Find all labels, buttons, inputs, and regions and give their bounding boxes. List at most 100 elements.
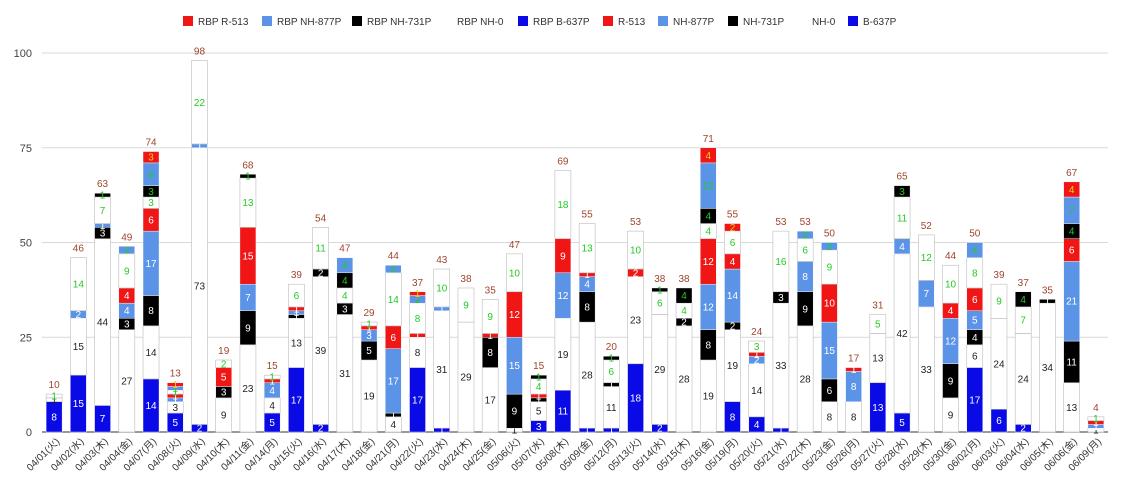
segment-label: 9 xyxy=(560,251,566,262)
segment-label: 31 xyxy=(339,369,351,380)
segment-label: 13 xyxy=(1066,403,1078,414)
segment-label: 16 xyxy=(775,257,787,268)
segment-label: 3 xyxy=(342,304,348,315)
bar-stack: 8 11 xyxy=(45,391,63,433)
segment-label: 1 xyxy=(366,319,372,330)
bar-total-label: 55 xyxy=(727,210,739,221)
segment-label: 1 xyxy=(609,380,615,391)
y-tick-label: 50 xyxy=(20,238,32,250)
bar-total-label: 98 xyxy=(194,47,206,58)
bar-total-label: 43 xyxy=(436,255,448,266)
segment-label: 6 xyxy=(996,416,1002,427)
bar-stack: 2 29 6 1 xyxy=(651,285,669,435)
bar-total-label: 39 xyxy=(993,270,1005,281)
bar-total-label: 46 xyxy=(73,244,85,255)
segment-label: 2 xyxy=(76,310,82,321)
segment-label: 14 xyxy=(727,291,739,302)
bar-segment xyxy=(966,242,983,258)
bar-total-label: 54 xyxy=(315,213,327,224)
segment-label: 4 xyxy=(342,261,348,272)
segment-label: 12 xyxy=(945,337,957,348)
segment-label: 8 xyxy=(851,412,857,423)
segment-label: 19 xyxy=(727,361,739,372)
bar-total-label: 15 xyxy=(533,361,545,372)
bar-total-label: 10 xyxy=(49,380,61,391)
segment-label: 12 xyxy=(703,257,715,268)
segment-label: 8 xyxy=(415,348,421,359)
bar-total-label: 71 xyxy=(703,134,715,145)
segment-label: 5 xyxy=(899,418,905,429)
segment-label: 1 xyxy=(1093,422,1099,433)
segment-label: 8 xyxy=(851,382,857,393)
segment-label: 10 xyxy=(509,268,521,279)
segment-label: 4 xyxy=(269,401,275,412)
bar-total-label: 52 xyxy=(921,221,933,232)
segment-label: 10 xyxy=(945,280,957,291)
bar-total-label: 38 xyxy=(654,274,666,285)
segment-label: 6 xyxy=(294,291,300,302)
segment-label: 2 xyxy=(730,223,736,234)
bar-segment xyxy=(433,268,451,308)
bar-segment xyxy=(845,367,862,372)
bar-stack: 34 1 xyxy=(1039,297,1056,433)
bar-total-label: 49 xyxy=(121,232,133,243)
bar-segment xyxy=(336,257,354,274)
bar-total-label: 44 xyxy=(945,251,957,262)
bar-stack: 5 42 4 11 3 xyxy=(893,185,911,433)
bar-stack: 29 9 xyxy=(457,287,475,433)
legend-item: NH-0 xyxy=(797,16,836,28)
bar-total-label: 67 xyxy=(1066,168,1078,179)
segment-label: 8 xyxy=(705,340,711,351)
segment-label: 11 xyxy=(897,213,908,224)
bar-total-label: 50 xyxy=(969,229,981,240)
segment-label: 12 xyxy=(509,310,521,321)
segment-label: 1 xyxy=(778,426,784,437)
segment-label: 44 xyxy=(97,318,109,329)
segment-label: 10 xyxy=(630,246,642,257)
segment-label: 1 xyxy=(536,373,542,384)
segment-label: 6 xyxy=(972,352,978,363)
y-tick-label: 0 xyxy=(26,427,32,439)
legend-item: B-637P xyxy=(848,16,897,28)
bar-stack: 17 13 111 6 xyxy=(288,283,305,433)
segment-label: 17 xyxy=(145,259,157,270)
bar-stack: 6 24 9 xyxy=(990,283,1008,433)
segment-label: 5 xyxy=(972,316,978,327)
segment-label: 1 xyxy=(609,354,615,365)
segment-label: 4 xyxy=(705,151,711,162)
bar-segment xyxy=(385,265,402,274)
bar-stack: 28 9 8 6 2 xyxy=(796,230,814,433)
bar-total-label: 69 xyxy=(557,156,569,167)
segment-label: 2 xyxy=(221,359,227,370)
bar-total-label: 15 xyxy=(267,361,279,372)
segment-label: 4 xyxy=(754,420,760,431)
legend-swatch xyxy=(262,16,272,26)
segment-label: 13 xyxy=(872,354,884,365)
bar-stack: 2 73 1 22 xyxy=(191,60,208,435)
bar-segment xyxy=(578,223,596,274)
bar-stack: 19 5 311 xyxy=(360,319,378,433)
segment-label: 3 xyxy=(221,388,227,399)
bar-segment xyxy=(239,174,257,179)
bar-segment xyxy=(263,374,281,380)
bar-segment xyxy=(942,264,959,304)
segment-label: 1 xyxy=(536,395,542,406)
bar-segment xyxy=(167,382,184,387)
segment-label: 1 xyxy=(366,323,372,334)
bar-segment xyxy=(1039,299,1056,304)
bar-total-label: 50 xyxy=(824,229,836,240)
segment-label: 4 xyxy=(124,306,130,317)
bar-total-label: 55 xyxy=(582,210,594,221)
segment-label: 6 xyxy=(730,238,736,249)
segment-label: 4 xyxy=(342,291,348,302)
segment-label: 8 xyxy=(148,306,154,317)
segment-label: 19 xyxy=(557,350,569,361)
segment-label: 4 xyxy=(705,227,711,238)
legend-item: R-513 xyxy=(603,16,646,28)
segment-label: 73 xyxy=(194,282,206,293)
segment-label: 24 xyxy=(993,359,1005,370)
